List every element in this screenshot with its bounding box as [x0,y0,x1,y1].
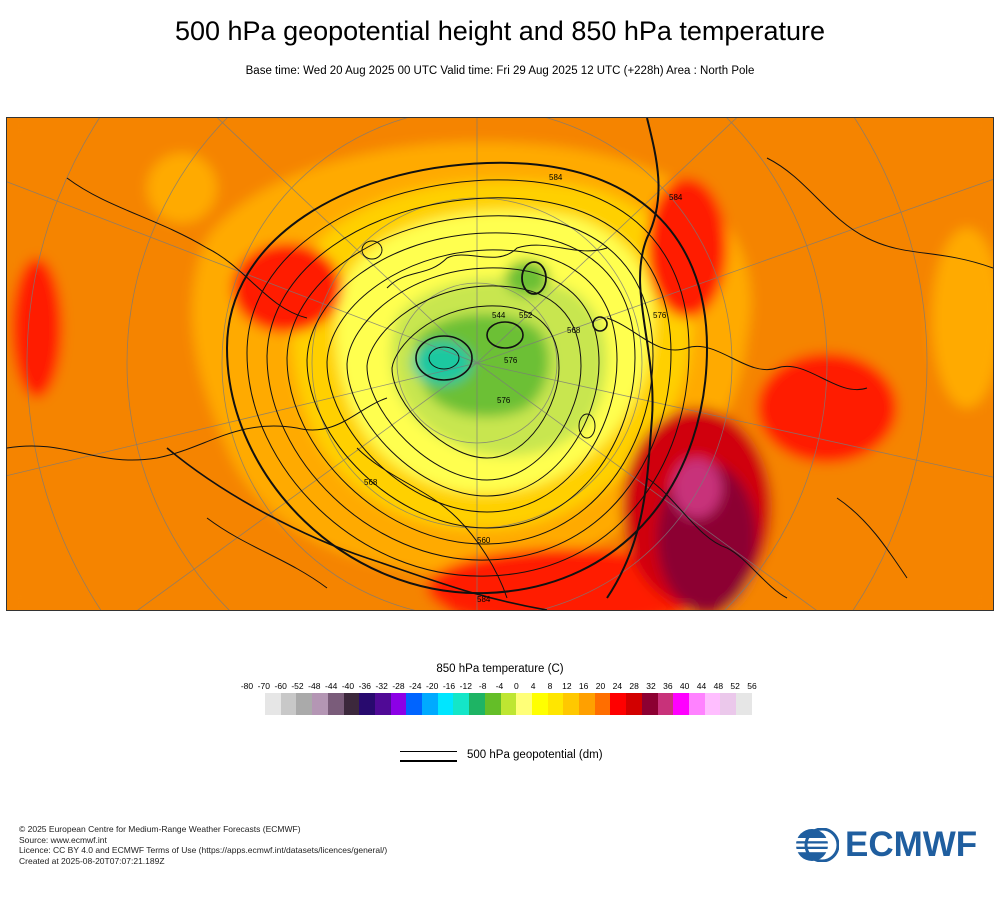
contour-label: 568 [364,478,378,487]
color-swatch [641,693,658,715]
legend-tick-label: 20 [595,681,606,691]
contour-label: 568 [567,326,581,335]
color-swatch [516,693,532,715]
color-swatch [610,693,627,715]
color-swatch [390,693,407,715]
legend-ticks: -80 -70 -60 -52 -48 -44 -40 -36 -32 -28 -24 -20 -16-… [0,681,1000,693]
legend-tick-label: -40 [341,681,355,691]
copyright-line: © 2025 European Centre for Medium-Range … [19,824,301,834]
legend-tick-label: -60 [274,681,287,691]
color-swatch [469,693,485,715]
color-swatch [673,693,689,715]
color-swatch [437,693,454,715]
legend-tick-label: 0 [513,681,519,691]
legend-tick-label: 56 [747,681,757,691]
color-swatch [296,693,313,715]
color-swatch [422,693,438,715]
legend-tick-label: -48 [308,681,321,691]
color-swatch [688,693,705,715]
color-swatch [579,693,595,715]
legend-tick-label: -80 [240,681,254,691]
color-swatch [704,693,721,715]
licence-line: Licence: CC BY 4.0 and ECMWF Terms of Us… [19,845,388,856]
contour-label: 552 [519,311,533,320]
legend-tick-label: -32 [375,681,388,691]
color-swatch [720,693,737,715]
legend-tick-label: 8 [547,681,553,691]
color-swatch [359,693,375,715]
color-swatch [484,693,501,715]
geopotential-contours [166,118,709,610]
legend-tick-label: -12 [459,681,472,691]
legend-tick-label: 32 [646,681,656,691]
legend-tick-label: -44 [325,681,338,691]
legend-tick-label: -8 [478,681,487,691]
contour-label: 576 [653,311,667,320]
legend-tick-label: -4 [495,681,504,691]
ecmwf-logo-text: ECMWF [845,825,978,864]
color-swatch [312,693,328,715]
legend-tick-label: 16 [578,681,589,691]
created-line: Created at 2025-08-20T07:07:21.189Z [19,856,165,867]
color-swatch [280,693,297,715]
color-swatch [265,693,281,715]
graticule [7,118,993,610]
contour-labels: 584 584 568 568 560 544 552 576 576 576 … [364,173,683,604]
legend-tick-label: -52 [291,681,304,691]
legend-tick-label: 52 [730,681,740,691]
legend-tick-label: -28 [392,681,405,691]
color-swatch [547,693,564,715]
legend-tick-label: -20 [426,681,439,691]
color-swatch [500,693,517,715]
contour-label: 584 [669,193,683,202]
geopotential-line-sample-bold [400,760,457,762]
ecmwf-logo: ECMWF [795,827,977,863]
color-swatch [531,693,548,715]
legend-tick-label: -24 [409,681,422,691]
legend-tick-label: 48 [713,681,724,691]
source-line: Source: www.ecmwf.int [19,834,107,845]
geopotential-legend-label: 500 hPa geopotential (dm) [467,749,603,761]
legend-tick-label: 4 [530,681,536,691]
color-swatch [343,693,360,715]
color-swatch [736,693,752,715]
contour-label: 544 [492,311,506,320]
color-swatch [563,693,580,715]
contour-label: 584 [477,595,491,604]
color-swatch [327,693,344,715]
contour-label: 560 [477,536,491,545]
contour-label: 576 [497,396,511,405]
legend-tick-label: 12 [562,681,572,691]
color-bar [265,693,752,715]
coastlines [7,157,993,599]
legend-tick-label: 36 [663,681,673,691]
color-swatch [594,693,611,715]
legend-tick-label: -36 [358,681,371,691]
color-swatch [406,693,423,715]
color-swatch [453,693,470,715]
contour-label: 584 [549,173,563,182]
geopotential-line-sample [400,751,457,752]
temperature-field [7,118,993,610]
legend-tick-label: 44 [696,681,707,691]
legend-tick-label: -70 [257,681,270,691]
color-swatch [657,693,674,715]
chart-subtitle: Base time: Wed 20 Aug 2025 00 UTC Valid … [245,65,755,77]
legend-tick-label: 40 [679,681,690,691]
legend-tick-label: 28 [629,681,639,691]
contour-label: 576 [504,356,518,365]
polar-map: 584 584 568 568 560 544 552 576 576 576 … [6,117,994,611]
legend-tick-label: -16 [442,681,456,691]
footer-credits: © 2025 European Centre for Medium-Range … [19,824,387,867]
legend-tick-label: 24 [612,681,623,691]
ecmwf-logo-icon [796,828,839,862]
color-swatch [374,693,391,715]
legend-title: 850 hPa temperature (C) [436,663,564,675]
chart-title: 500 hPa geopotential height and 850 hPa … [174,16,825,46]
color-swatch [626,693,642,715]
